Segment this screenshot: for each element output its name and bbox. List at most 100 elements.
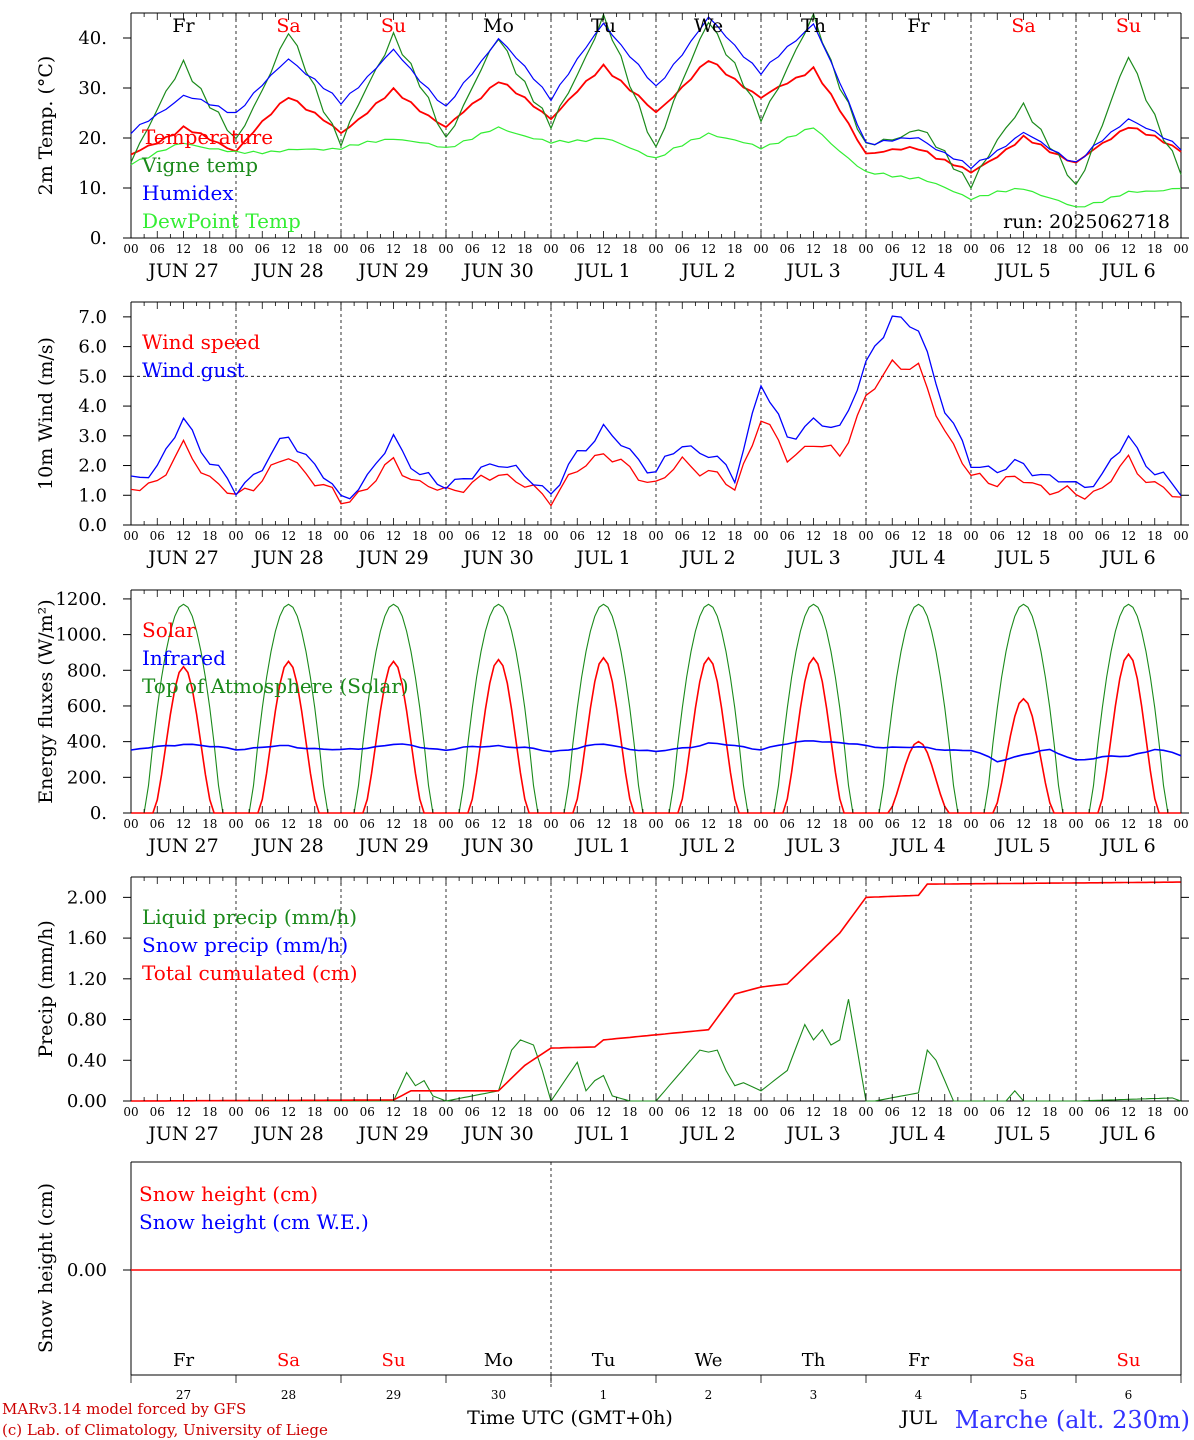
y-tick-label: 600. [67,696,107,717]
hour-tick-label: 12 [911,242,926,256]
date-label: JUL 1 [574,260,630,282]
credit-line-2: (c) Lab. of Climatology, University of L… [2,1421,328,1439]
weekday-label: Tu [591,15,616,37]
y-axis-title: Precip (mm/h) [35,920,57,1058]
hour-tick-label: 18 [1042,817,1057,831]
hour-tick-label: 12 [701,529,716,543]
date-label: JUL 4 [889,1123,945,1145]
date-label: JUL 2 [679,260,735,282]
y-axis-title: Energy fluxes (W/m²) [35,599,57,803]
date-label: JUN 29 [356,835,428,857]
hour-tick-label: 18 [832,1105,847,1119]
hour-tick-label: 00 [1068,529,1083,543]
hour-tick-label: 00 [543,529,558,543]
weekday-label: Tu [592,1350,616,1371]
hour-tick-label: 06 [1095,817,1110,831]
hour-tick-label: 00 [123,817,138,831]
y-tick-label: 10. [78,178,107,199]
credit-line-1: MARv3.14 model forced by GFS [2,1400,246,1418]
legend-entry: Snow precip (mm/h) [142,933,348,957]
hour-tick-label: 18 [1042,1105,1057,1119]
hour-tick-label: 06 [990,1105,1005,1119]
hour-tick-label: 18 [937,242,952,256]
hour-tick-label: 06 [255,1105,270,1119]
y-tick-label: 3.0 [78,426,107,447]
y-tick-label: 0.40 [67,1050,107,1071]
weekday-label: Su [1116,15,1141,37]
y-tick-label: 2.00 [67,887,107,908]
day-number-label: 4 [915,1388,923,1402]
y-axis-title: Snow height (cm) [35,1183,57,1353]
hour-tick-label: 06 [360,529,375,543]
hour-tick-label: 18 [307,242,322,256]
hour-tick-label: 12 [176,529,191,543]
hour-tick-label: 00 [333,242,348,256]
hour-tick-label: 12 [281,242,296,256]
y-tick-label: 2.0 [78,456,107,477]
hour-tick-label: 12 [491,817,506,831]
temp-series-2 [130,16,1182,170]
hour-tick-label: 00 [648,817,663,831]
hour-tick-label: 18 [412,1105,427,1119]
day-number-label: 30 [491,1388,506,1402]
hour-tick-label: 18 [1042,529,1057,543]
weekday-label: Sa [1012,1350,1035,1371]
hour-tick-label: 00 [753,529,768,543]
hour-tick-label: 12 [911,817,926,831]
hour-tick-label: 18 [727,529,742,543]
date-label: JUL 5 [994,1123,1050,1145]
hour-tick-label: 00 [123,1105,138,1119]
station-name: Marche (alt. 230m) [955,1406,1190,1434]
y-tick-label: 30. [78,78,107,99]
y-tick-label: 1000. [55,625,107,646]
infrared-series [130,740,1182,763]
weekday-label: We [695,1350,723,1371]
date-label: JUL 4 [889,260,945,282]
hour-tick-label: 00 [858,242,873,256]
hour-tick-label: 06 [570,529,585,543]
y-tick-label: 1.20 [67,969,107,990]
hour-tick-label: 12 [1016,242,1031,256]
hour-tick-label: 18 [307,529,322,543]
hour-tick-label: 06 [990,242,1005,256]
hour-tick-label: 12 [1016,529,1031,543]
hour-tick-label: 00 [333,529,348,543]
hour-tick-label: 00 [648,1105,663,1119]
hour-tick-label: 00 [543,242,558,256]
hour-tick-label: 12 [806,817,821,831]
hour-tick-label: 06 [1095,1105,1110,1119]
y-tick-label: 0.0 [78,515,107,536]
hour-tick-label: 18 [1147,1105,1162,1119]
y-tick-label: 200. [67,767,107,788]
hour-tick-label: 06 [675,1105,690,1119]
legend-entry: Infrared [142,646,226,670]
y-tick-label: 7.0 [78,307,107,328]
hour-tick-label: 06 [780,242,795,256]
hour-tick-label: 18 [937,529,952,543]
date-label: JUL 1 [574,1123,630,1145]
y-tick-label: 0.00 [67,1091,107,1112]
y-tick-label: 0. [90,228,107,249]
weekday-label: Sa [277,1350,300,1371]
hour-tick-label: 06 [255,529,270,543]
hour-tick-label: 06 [570,242,585,256]
hour-tick-label: 12 [596,529,611,543]
hour-tick-label: 00 [543,1105,558,1119]
hour-tick-label: 06 [885,1105,900,1119]
hour-tick-label: 12 [806,529,821,543]
legend-entry: Wind gust [142,358,245,382]
hour-tick-label: 06 [465,529,480,543]
hour-tick-label: 18 [202,242,217,256]
weekday-label: Su [382,1350,406,1371]
legend-entry: Vigne temp [141,153,258,177]
y-tick-label: 0.80 [67,1010,107,1031]
weekday-label: Sa [276,15,300,37]
legend-entry: DewPoint Temp [142,209,301,233]
date-label: JUL 5 [994,835,1050,857]
date-label: JUN 29 [356,547,428,569]
day-number-label: 2 [705,1388,713,1402]
hour-tick-label: 00 [1173,529,1188,543]
hour-tick-label: 00 [963,242,978,256]
hour-tick-label: 00 [123,529,138,543]
